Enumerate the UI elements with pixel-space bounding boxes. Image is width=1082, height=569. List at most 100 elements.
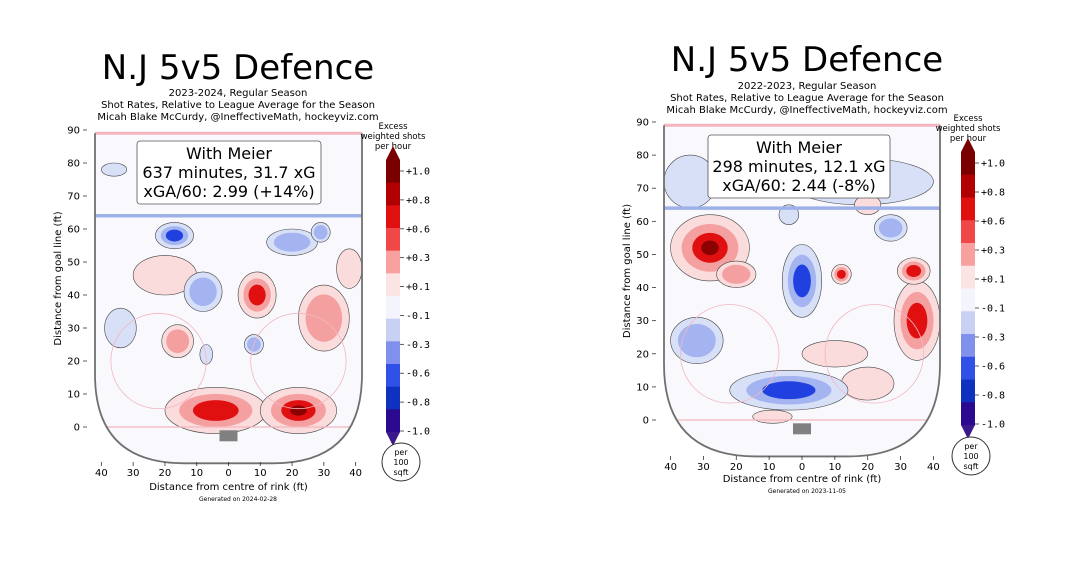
heatmap-contour <box>248 284 266 306</box>
info-box-line: xGA/60: 2.44 (-8%) <box>722 176 875 195</box>
colorbar-tick-label: +0.8 <box>406 195 430 206</box>
y-tick-label: 30 <box>636 316 649 327</box>
x-tick-label: 40 <box>664 462 677 473</box>
colorbar-segment <box>386 296 400 320</box>
colorbar-tick-label: -0.8 <box>981 391 1005 402</box>
colorbar-tick-label: -0.6 <box>406 369 430 380</box>
x-tick-label: 20 <box>861 462 874 473</box>
x-tick-label: 40 <box>927 462 940 473</box>
colorbar-tick-label: -1.0 <box>406 427 430 438</box>
heatmap-region <box>670 317 724 365</box>
heatmap-svg: 40 30 20 10 0 10 20 30 400102030405060708090Dist… <box>622 114 1005 495</box>
info-box-line: 637 minutes, 31.7 xG <box>142 163 315 182</box>
chart-subtitle-author: Micah Blake McCurdy, @IneffectiveMath, h… <box>97 112 379 123</box>
chart-subtitle-season: 2023-2024, Regular Season <box>168 88 308 99</box>
heatmap-region <box>781 244 823 318</box>
y-tick-label: 10 <box>67 390 80 401</box>
colorbar-segment <box>386 341 400 365</box>
y-tick-label: 90 <box>67 126 80 137</box>
axes: 40 30 20 10 0 10 20 30 40 0 10 20 30 40 50 60 70 80 90 Dist… <box>622 118 940 486</box>
heatmap-region <box>873 214 908 242</box>
colorbar-tick-label: +0.8 <box>981 188 1005 199</box>
y-tick-label: 70 <box>67 192 80 203</box>
y-axis-label: Distance from goal line (ft) <box>622 204 633 338</box>
colorbar-top-arrow <box>961 138 975 152</box>
unit-badge-text: 100 <box>393 458 408 467</box>
colorbar-segment <box>961 220 975 244</box>
heatmap-contour <box>878 218 903 238</box>
colorbar-tick-label: -0.8 <box>406 398 430 409</box>
generated-footer: Generated on 2023-11-05 <box>768 488 846 495</box>
info-box-frame <box>136 140 322 205</box>
info-box-line: With Meier <box>756 138 842 157</box>
unit-badge-text: sqft <box>393 468 408 477</box>
y-axis-label: Distance from goal line (ft) <box>53 211 64 345</box>
colorbar-tick-label: -0.6 <box>981 362 1005 373</box>
colorbar-title: Excess <box>378 122 408 132</box>
colorbar-tick-label: -0.1 <box>981 304 1005 315</box>
info-box-line: With Meier <box>186 144 272 163</box>
heatmap-contour <box>290 405 307 416</box>
heatmap-contour <box>906 302 928 339</box>
colorbar-tick-label: -0.3 <box>406 340 430 351</box>
heatmap-contour <box>677 323 716 358</box>
heatmap-svg: 40 30 20 10 0 10 20 30 400102030405060708090Dist… <box>53 122 430 503</box>
goal-net <box>793 423 811 435</box>
unit-badge-text: 100 <box>963 452 978 461</box>
colorbar-segment <box>961 311 975 335</box>
colorbar-segment <box>961 288 975 312</box>
y-tick-label: 80 <box>636 151 649 162</box>
x-tick-label: 40 <box>95 468 108 479</box>
heatmap-contour <box>189 277 217 306</box>
heatmap-region <box>164 387 267 434</box>
heatmap-region <box>336 248 362 289</box>
heatmap-region <box>841 366 895 401</box>
chart-title: N.J 5v5 Defence <box>670 40 944 80</box>
colorbar-title: weighted shots <box>361 132 426 142</box>
faceoff-circle-left <box>110 312 207 410</box>
heatmap-contour <box>305 294 343 342</box>
colorbar-segment <box>386 409 400 433</box>
unit-badge-text: per <box>394 448 408 457</box>
y-tick-label: 0 <box>74 423 80 434</box>
heatmap-region <box>716 260 757 288</box>
x-tick-label: 10 <box>190 468 203 479</box>
info-box-line: xGA/60: 2.99 (+14%) <box>143 182 314 201</box>
info-box-frame <box>707 134 891 199</box>
y-tick-label: 0 <box>643 416 649 427</box>
heatmap-contour <box>336 248 362 289</box>
colorbar-tick-label: +0.6 <box>406 224 430 235</box>
heatmap-region <box>831 264 852 285</box>
chart-subtitle-author: Micah Blake McCurdy, @IneffectiveMath, h… <box>666 105 948 116</box>
chart-subtitle-description: Shot Rates, Relative to League Average f… <box>670 93 944 104</box>
colorbar-segment <box>961 265 975 289</box>
chart-panel-2023-2024: N.J 5v5 Defence 2023-2024, Regular Seaso… <box>53 48 430 503</box>
colorbar-segment <box>386 364 400 388</box>
goal-net <box>219 430 238 442</box>
y-tick-label: 20 <box>636 349 649 360</box>
y-tick-label: 80 <box>67 159 80 170</box>
heatmap-region <box>752 409 793 424</box>
y-tick-label: 40 <box>67 291 80 302</box>
colorbar-tick-label: +0.6 <box>981 217 1005 228</box>
x-tick-label: 30 <box>127 468 140 479</box>
colorbar-tick-label: +0.3 <box>981 246 1005 257</box>
x-tick-label: 30 <box>697 462 710 473</box>
colorbar-tick-label: +0.1 <box>406 282 430 293</box>
y-tick-label: 90 <box>636 118 649 129</box>
x-tick-label: 20 <box>730 462 743 473</box>
heatmap-contour <box>841 366 895 401</box>
info-box-line: 298 minutes, 12.1 xG <box>712 157 885 176</box>
colorbar-top-arrow <box>386 146 400 160</box>
y-tick-label: 40 <box>636 283 649 294</box>
faceoff-circle-left <box>680 304 780 404</box>
heatmap-region <box>670 214 750 282</box>
heatmap-region <box>801 340 869 368</box>
faceoff-circle-right <box>250 312 347 410</box>
heatmap-region <box>161 324 194 359</box>
